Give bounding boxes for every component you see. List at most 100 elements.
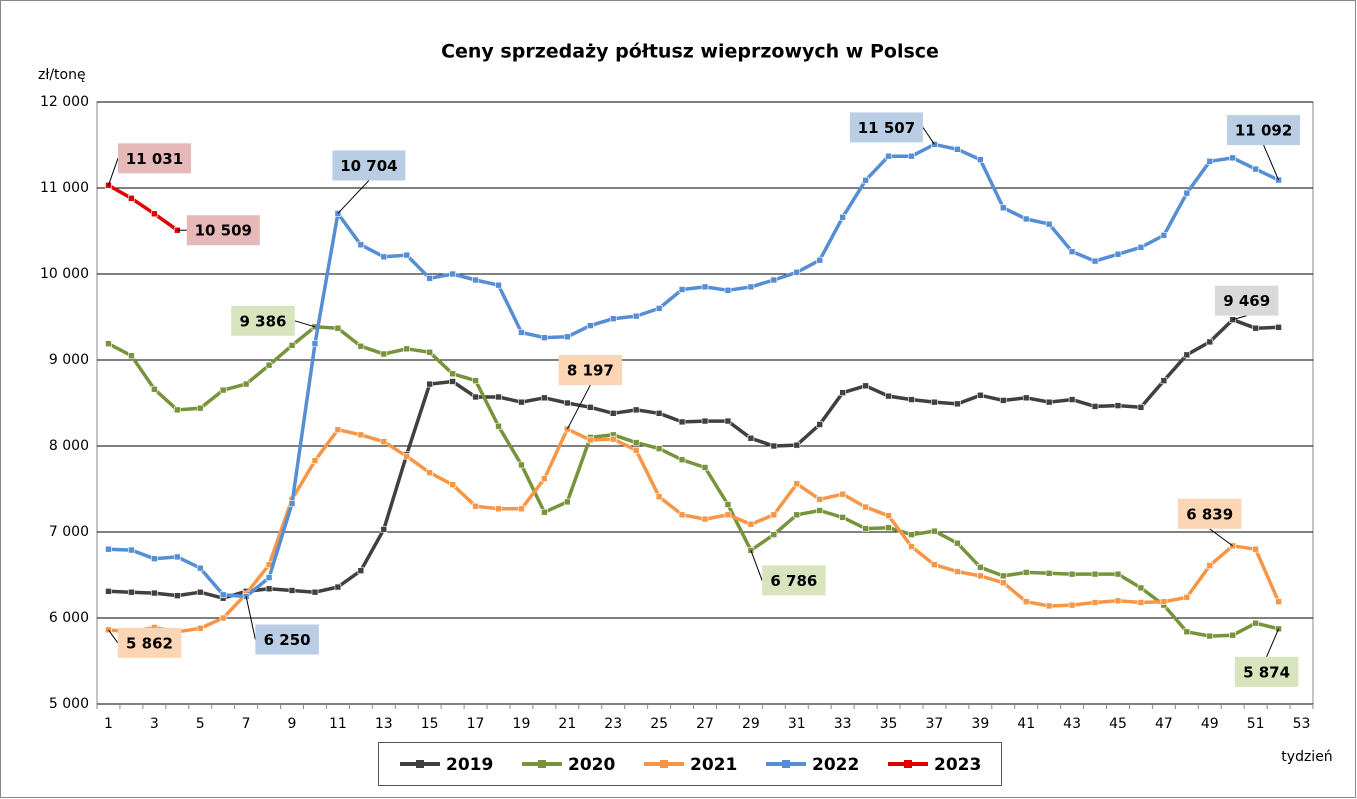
point-marker xyxy=(1160,598,1168,605)
point-marker xyxy=(1183,189,1191,197)
point-marker xyxy=(1068,570,1076,578)
point-marker xyxy=(288,500,296,507)
point-marker xyxy=(518,329,525,336)
point-marker xyxy=(495,422,502,430)
point-marker xyxy=(1045,569,1053,577)
point-marker xyxy=(724,501,732,508)
point-marker xyxy=(1206,338,1214,346)
point-marker xyxy=(977,156,984,163)
legend-label: 2019 xyxy=(446,755,493,775)
point-marker xyxy=(265,361,273,369)
point-marker xyxy=(885,512,892,519)
legend-label: 2023 xyxy=(934,755,981,775)
data-label: 6 250 xyxy=(264,631,311,649)
legend-marker xyxy=(904,760,912,768)
point-marker xyxy=(632,312,640,320)
point-marker xyxy=(426,469,433,476)
point-marker xyxy=(518,398,525,406)
point-marker xyxy=(380,526,388,533)
label-leader xyxy=(245,596,256,640)
point-marker xyxy=(816,496,824,503)
data-label: 10 704 xyxy=(340,157,397,175)
point-marker xyxy=(1183,351,1191,359)
point-marker xyxy=(609,410,617,417)
y-tick-label: 11 000 xyxy=(40,180,89,196)
x-tick-label: 11 xyxy=(329,716,347,732)
point-marker xyxy=(839,490,846,498)
point-marker xyxy=(839,514,846,521)
x-tick-label: 3 xyxy=(150,716,159,732)
y-tick-label: 8 000 xyxy=(49,438,89,454)
point-marker xyxy=(1114,402,1122,409)
point-marker xyxy=(793,511,801,519)
point-marker xyxy=(151,210,158,218)
point-marker xyxy=(357,431,365,439)
x-tick-label: 21 xyxy=(558,716,576,732)
point-marker xyxy=(1114,597,1122,605)
point-marker xyxy=(311,457,319,464)
label-leader xyxy=(1209,528,1233,547)
point-marker xyxy=(426,380,433,388)
legend-marker xyxy=(782,760,790,768)
data-label: 10 509 xyxy=(195,222,252,240)
x-tick-label: 17 xyxy=(467,716,485,732)
point-marker xyxy=(1068,601,1076,609)
series-line xyxy=(108,142,1280,599)
point-marker xyxy=(999,579,1007,587)
point-marker xyxy=(403,345,411,353)
point-marker xyxy=(1275,324,1282,331)
series-line xyxy=(107,325,1280,638)
point-marker xyxy=(793,268,801,276)
x-tick-label: 15 xyxy=(421,716,439,732)
label-box xyxy=(1214,285,1279,316)
x-tick-label: 47 xyxy=(1155,716,1173,732)
point-marker xyxy=(839,213,846,221)
point-marker xyxy=(1206,562,1214,569)
point-marker xyxy=(931,561,938,568)
point-marker xyxy=(128,352,135,360)
point-marker xyxy=(862,382,869,390)
point-marker xyxy=(174,406,181,414)
data-label: 5 862 xyxy=(126,634,173,652)
point-marker xyxy=(701,417,709,425)
point-marker xyxy=(518,505,525,513)
point-marker xyxy=(609,435,617,443)
point-marker xyxy=(701,283,709,291)
label-leader xyxy=(108,158,119,186)
label-box xyxy=(117,143,191,174)
y-axis-title: zł/tonę xyxy=(38,67,86,83)
y-tick-label: 12 000 xyxy=(40,94,89,110)
point-marker xyxy=(862,503,869,511)
point-marker xyxy=(1137,584,1145,592)
point-marker xyxy=(1252,545,1259,553)
label-box xyxy=(117,627,182,658)
series-line xyxy=(108,317,1279,600)
point-marker xyxy=(426,348,433,356)
point-marker xyxy=(105,588,112,595)
point-marker xyxy=(495,281,502,289)
point-marker xyxy=(288,342,296,349)
point-marker xyxy=(655,493,663,501)
point-marker xyxy=(954,400,961,408)
point-marker xyxy=(564,399,571,407)
label-box xyxy=(762,565,826,596)
point-marker xyxy=(1114,570,1122,578)
label-leader xyxy=(108,629,119,644)
label-box xyxy=(1227,115,1301,146)
point-marker xyxy=(1091,570,1099,578)
point-marker xyxy=(586,436,594,444)
point-marker xyxy=(1252,619,1259,627)
point-marker xyxy=(403,251,411,259)
point-marker xyxy=(518,461,525,469)
x-tick-label: 1 xyxy=(104,716,113,732)
point-marker xyxy=(1137,403,1145,411)
point-marker xyxy=(931,398,938,406)
point-marker xyxy=(724,511,732,519)
y-tick-label: 6 000 xyxy=(49,610,89,626)
point-marker xyxy=(564,498,571,506)
point-marker xyxy=(128,195,135,202)
point-marker xyxy=(977,572,984,580)
x-axis-title: tydzień xyxy=(1281,749,1332,765)
point-marker xyxy=(1229,631,1236,639)
